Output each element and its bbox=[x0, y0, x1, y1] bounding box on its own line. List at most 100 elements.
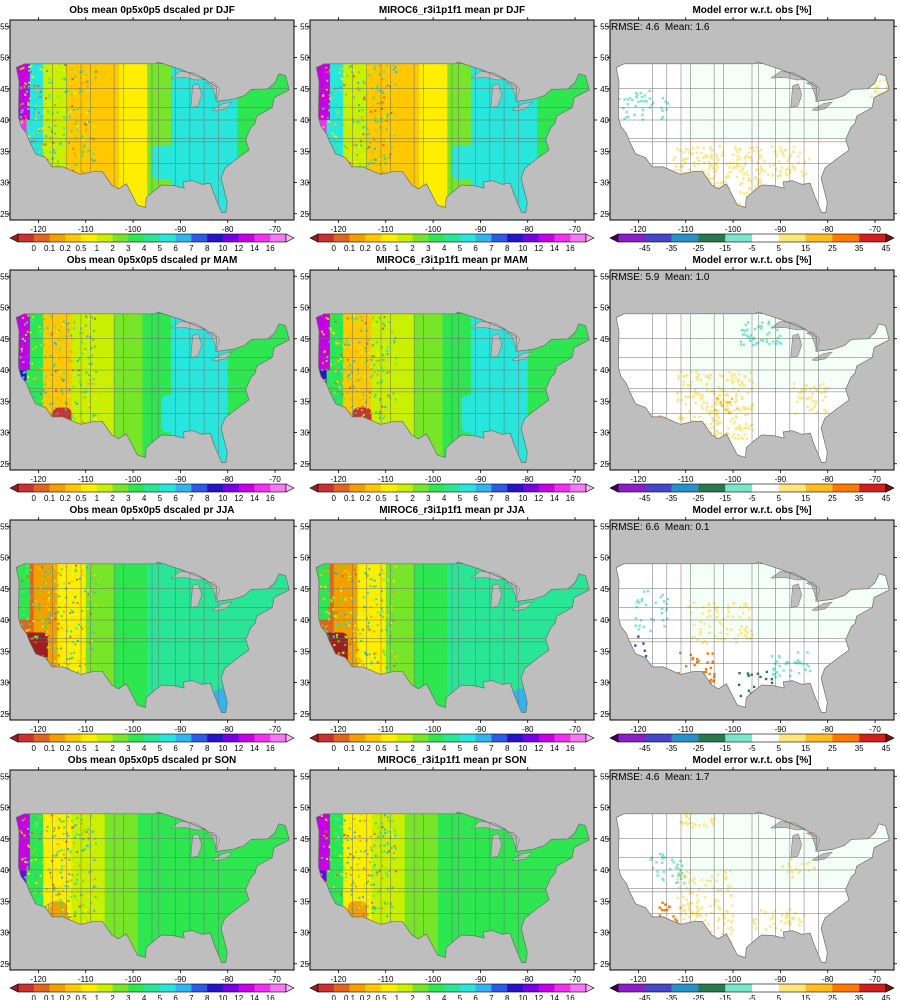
precip-pixel bbox=[80, 114, 83, 117]
error-pixel bbox=[737, 389, 740, 392]
precip-pixel bbox=[94, 397, 97, 400]
precip-pixel bbox=[366, 853, 369, 856]
precip-pixel bbox=[51, 373, 54, 376]
error-pixel bbox=[634, 624, 637, 627]
colorbar-segment bbox=[459, 984, 476, 992]
precip-pixel bbox=[380, 610, 383, 613]
error-pixel bbox=[739, 191, 742, 194]
colorbar-label: 0.5 bbox=[75, 494, 87, 503]
precip-pixel bbox=[57, 341, 60, 344]
error-pixel bbox=[740, 182, 744, 185]
precip-pixel bbox=[55, 108, 58, 111]
error-pixel bbox=[691, 147, 695, 150]
precip-pixel bbox=[50, 876, 53, 879]
error-pixel bbox=[780, 342, 783, 345]
lon-tick-label: -70 bbox=[869, 975, 881, 984]
colorbar-label: 4 bbox=[442, 744, 447, 753]
colorbar: 0 0.1 0.2 0.5 1 2 3 4 5 6 7 8 10 12 14 16 bbox=[309, 233, 595, 253]
error-pixel bbox=[676, 881, 680, 884]
precip-pixel bbox=[38, 591, 41, 594]
precip-pixel bbox=[67, 848, 70, 851]
error-pixel bbox=[696, 156, 699, 160]
colorbar-segment bbox=[428, 484, 445, 492]
lat-tick-label: 35 bbox=[300, 147, 309, 156]
lat-tick-label: 25 bbox=[0, 210, 9, 219]
error-pixel bbox=[755, 168, 758, 171]
precip-pixel bbox=[355, 316, 358, 319]
precip-pixel bbox=[366, 574, 369, 577]
precip-pixel bbox=[342, 844, 345, 847]
precip-pixel bbox=[334, 362, 337, 365]
precip-pixel bbox=[320, 605, 323, 608]
colorbar-label: 2 bbox=[410, 494, 415, 503]
precip-pixel bbox=[332, 631, 335, 634]
error-pixel bbox=[686, 902, 689, 906]
panel-obs-djf: Obs mean 0p5x0p5 dscaled pr DJF-120 -110-… bbox=[0, 5, 297, 253]
error-pixel bbox=[740, 395, 744, 399]
error-pixel bbox=[748, 608, 751, 611]
lon-tick-label: -80 bbox=[522, 225, 534, 234]
lon-tick-label: -90 bbox=[175, 475, 187, 484]
precip-pixel bbox=[81, 420, 84, 423]
precip-pixel bbox=[20, 87, 23, 90]
precip-pixel bbox=[42, 586, 45, 589]
colorbar-segment bbox=[554, 234, 571, 242]
colorbar-label: 0 bbox=[332, 244, 337, 253]
precip-pixel bbox=[384, 409, 387, 412]
colorbar-segment bbox=[191, 734, 208, 742]
error-pixel bbox=[737, 380, 740, 383]
error-pixel bbox=[700, 151, 703, 155]
precip-pixel bbox=[49, 871, 52, 874]
country-outline bbox=[15, 61, 290, 213]
precip-pixel bbox=[374, 411, 377, 414]
precip-pixel bbox=[371, 125, 374, 128]
precip-pixel bbox=[357, 71, 360, 74]
precip-pixel bbox=[39, 833, 42, 836]
error-pixel bbox=[681, 871, 684, 875]
lat-tick-label: 40 bbox=[0, 866, 9, 875]
lat-tick-label: 25 bbox=[600, 710, 609, 719]
error-pixel bbox=[688, 892, 692, 895]
precip-pixel bbox=[45, 97, 48, 100]
precip-pixel bbox=[378, 417, 381, 420]
error-pixel bbox=[748, 147, 752, 150]
error-pixel bbox=[794, 911, 797, 915]
error-pixel bbox=[734, 166, 737, 169]
colorbar-segment bbox=[618, 734, 646, 742]
error-pixel bbox=[658, 852, 662, 856]
precip-pixel bbox=[20, 831, 23, 834]
precip-pixel bbox=[345, 880, 348, 883]
error-pixel bbox=[710, 817, 713, 821]
colorbar-segment bbox=[349, 984, 366, 992]
precip-pixel bbox=[387, 830, 390, 833]
colorbar-segment bbox=[778, 484, 806, 492]
precip-pixel bbox=[376, 871, 379, 874]
precip-pixel bbox=[352, 69, 355, 72]
precip-pixel bbox=[57, 663, 60, 666]
error-pixel bbox=[639, 91, 643, 95]
error-pixel bbox=[765, 338, 768, 341]
error-pixel bbox=[784, 172, 787, 175]
precip-pixel bbox=[355, 605, 358, 608]
error-pixel bbox=[743, 433, 746, 436]
lon-tick-label: -110 bbox=[78, 225, 94, 234]
precip-pixel bbox=[376, 89, 379, 92]
error-pixel bbox=[752, 685, 756, 689]
precip-pixel bbox=[343, 145, 346, 148]
error-pixel bbox=[735, 398, 738, 402]
error-pixel bbox=[713, 170, 717, 174]
lat-tick-label: 35 bbox=[0, 397, 9, 406]
error-pixel bbox=[680, 418, 683, 421]
lat-tick-label: 45 bbox=[0, 585, 9, 594]
precip-pixel bbox=[49, 905, 52, 908]
precip-pixel bbox=[67, 667, 70, 670]
precip-pixel bbox=[363, 609, 366, 612]
precip-pixel bbox=[367, 592, 370, 595]
precip-pixel bbox=[87, 318, 90, 321]
precip-pixel bbox=[354, 319, 357, 322]
precip-pixel bbox=[394, 833, 397, 836]
precip-pixel bbox=[347, 121, 350, 124]
precip-pixel bbox=[30, 65, 33, 68]
error-pixel bbox=[788, 865, 791, 869]
precip-pixel bbox=[320, 814, 323, 817]
